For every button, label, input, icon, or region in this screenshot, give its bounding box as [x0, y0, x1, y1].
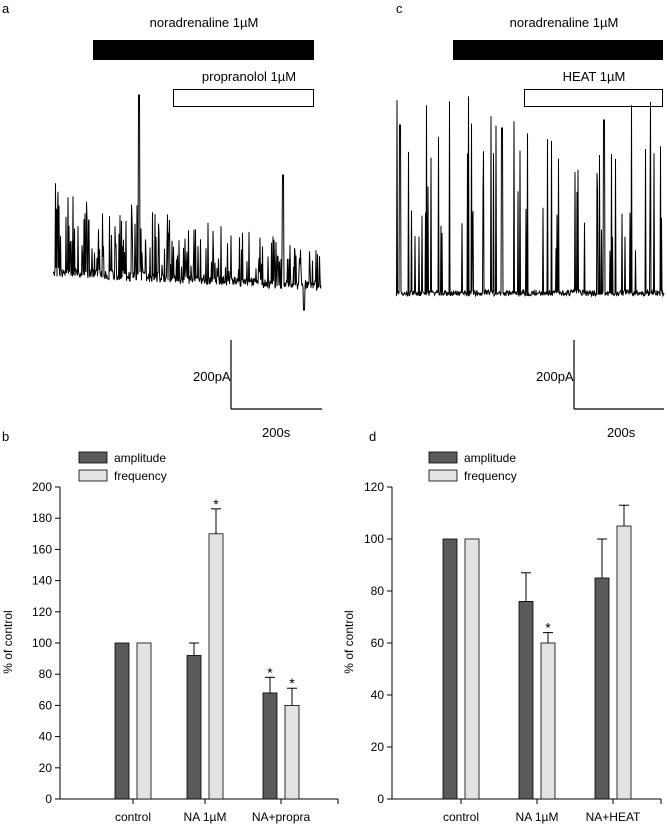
- propranolol-bar-a: [173, 89, 314, 107]
- y-tick-label: 100: [32, 636, 52, 650]
- y-tick-label: 0: [377, 792, 384, 806]
- legend-label-frequency: frequency: [114, 469, 167, 483]
- panel-label-c: c: [396, 1, 403, 16]
- current-trace-c: [395, 96, 665, 298]
- scale-x-label-c: 200s: [607, 425, 636, 440]
- bar-amplitude-0: [442, 538, 458, 800]
- scale-x-label-a: 200s: [262, 425, 291, 440]
- y-tick-label: 60: [371, 636, 385, 650]
- current-trace-a: [52, 94, 322, 311]
- significance-marker: *: [545, 620, 551, 636]
- y-tick-label: 40: [39, 730, 53, 744]
- y-tick-label: 100: [364, 532, 384, 546]
- category-label: NA+HEAT: [586, 810, 641, 824]
- y-tick-label: 20: [371, 740, 385, 754]
- bar-frequency-2: [616, 525, 632, 800]
- significance-marker: *: [267, 664, 273, 680]
- bar-frequency-0: [464, 538, 480, 800]
- y-tick-label: 20: [39, 761, 53, 775]
- bar-chart-d: d 0 20 40 60 80 100 120 % of control control NA 1µ…: [342, 429, 662, 824]
- y-tick-label: 40: [371, 688, 385, 702]
- significance-marker: *: [213, 496, 219, 512]
- panel-label-a: a: [2, 1, 10, 16]
- legend-swatch-frequency: [78, 469, 108, 482]
- scale-y-label-a: 200pA: [193, 369, 231, 384]
- panel-label-b: b: [2, 429, 9, 444]
- significance-marker: *: [289, 675, 295, 691]
- noradrenaline-bar-c: [453, 40, 663, 60]
- y-tick-label: 160: [32, 542, 52, 556]
- y-tick-label: 60: [39, 698, 53, 712]
- bar-frequency-2: [284, 705, 300, 800]
- category-label: control: [443, 810, 479, 824]
- category-label: control: [115, 810, 151, 824]
- legend-swatch-frequency: [428, 469, 458, 482]
- y-tick-label: 80: [39, 667, 53, 681]
- bar-frequency-1: [540, 642, 556, 800]
- legend-swatch-amplitude: [428, 451, 458, 464]
- legend-label-amplitude: amplitude: [464, 451, 516, 465]
- legend-swatch-amplitude: [78, 451, 108, 464]
- category-label: NA 1µM: [516, 810, 559, 824]
- y-axis-label: % of control: [342, 610, 356, 673]
- y-tick-label: 80: [371, 584, 385, 598]
- panel-c: c noradrenaline 1µM HEAT 1µM 200pA 200s: [395, 1, 665, 440]
- category-label: NA 1µM: [184, 810, 227, 824]
- noradrenaline-label-c: noradrenaline 1µM: [510, 15, 619, 30]
- y-axis-label: % of control: [1, 610, 15, 673]
- noradrenaline-label-a: noradrenaline 1µM: [150, 15, 259, 30]
- noradrenaline-bar-a: [93, 40, 314, 60]
- bar-amplitude-2: [594, 577, 610, 800]
- y-tick-label: 200: [32, 480, 52, 494]
- bar-amplitude-2: [262, 692, 278, 800]
- bar-chart-b: b 0 20 40 60 80 100 120 140 160 180 200 % of control…: [1, 429, 339, 824]
- category-label: NA+propra: [252, 810, 311, 824]
- legend-label-frequency: frequency: [464, 469, 517, 483]
- bar-frequency-1: [208, 533, 224, 800]
- scale-y-label-c: 200pA: [536, 369, 574, 384]
- panel-a: a noradrenaline 1µM propranolol 1µM 200p…: [2, 1, 322, 440]
- panel-label-d: d: [369, 429, 376, 444]
- heat-bar-c: [524, 89, 663, 107]
- bar-frequency-0: [136, 642, 152, 800]
- bar-amplitude-1: [186, 655, 202, 800]
- legend-label-amplitude: amplitude: [114, 451, 166, 465]
- bar-amplitude-0: [114, 642, 130, 800]
- y-tick-label: 140: [32, 574, 52, 588]
- propranolol-label-a: propranolol 1µM: [202, 69, 296, 84]
- y-tick-label: 180: [32, 511, 52, 525]
- y-tick-label: 0: [45, 792, 52, 806]
- y-tick-label: 120: [364, 480, 384, 494]
- heat-label-c: HEAT 1µM: [563, 69, 626, 84]
- y-tick-label: 120: [32, 605, 52, 619]
- bar-amplitude-1: [518, 601, 534, 800]
